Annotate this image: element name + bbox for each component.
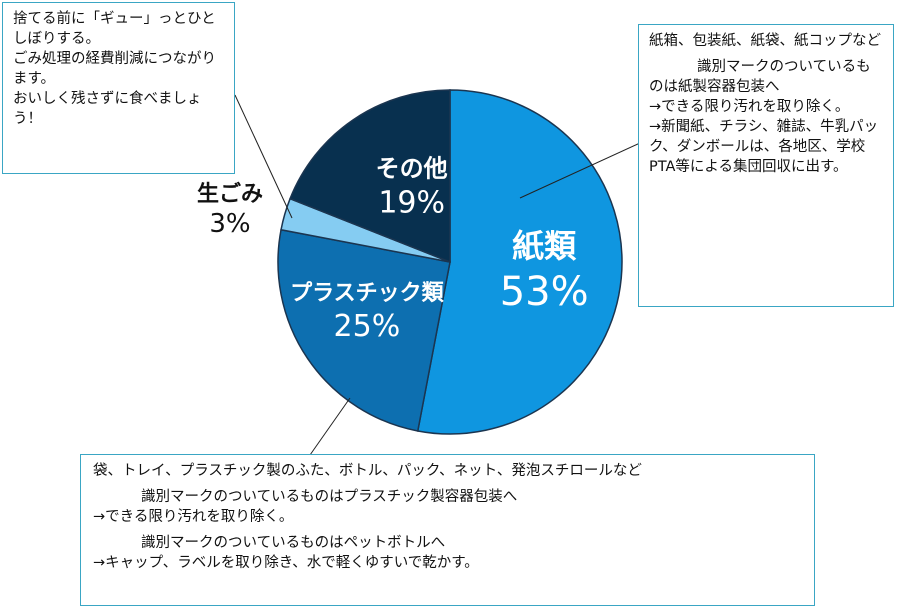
slice-name-label: 生ごみ	[197, 181, 263, 207]
pet-action-text: →キャップ、ラベルを取り除き、水で軽くゆすいで乾かす。	[93, 555, 479, 571]
slice-name-label: プラスチック類	[290, 281, 445, 306]
slice-name-label: 紙類	[512, 227, 577, 265]
pet-mark-text: 識別マークのついているものはペットボトルへ	[141, 535, 446, 551]
leader-line	[519, 142, 641, 199]
leader-line	[309, 397, 351, 456]
food-waste-note: 捨てる前に「ギュー」っとひとしぼりする。 ごみ処理の経費削減につながります。 お…	[2, 2, 235, 174]
food-waste-note-line-3: おいしく残さずに食べましょう！	[13, 91, 202, 127]
paper-mark-text: 識別マークのついているものは紙製容器包装へ	[649, 59, 871, 95]
slice-value-label: 19%	[378, 185, 445, 220]
paper-collect-text: →新聞紙、チラシ、雑誌、牛乳パック、ダンボールは、各地区、学校PTA等による集団…	[649, 119, 879, 175]
paper-clean-text: →できる限り汚れを取り除く。	[649, 99, 850, 115]
slice-value-label: 3%	[209, 209, 250, 239]
paper-items-text: 紙箱、包装紙、紙袋、紙コップなど	[649, 33, 881, 49]
food-waste-note-line-2: ごみ処理の経費削減につながります。	[13, 51, 216, 87]
food-waste-note-line-1: 捨てる前に「ギュー」っとひとしぼりする。	[13, 11, 216, 47]
plastic-items-text: 袋、トレイ、プラスチック製のふた、ボトル、パック、ネット、発泡スチロールなど	[93, 463, 642, 479]
plastic-mark-text: 識別マークのついているものはプラスチック製容器包装へ	[141, 489, 518, 505]
slice-value-label: 25%	[334, 309, 401, 344]
pie-slice	[289, 89, 451, 264]
plastic-note: 袋、トレイ、プラスチック製のふた、ボトル、パック、ネット、発泡スチロールなど 識…	[80, 454, 815, 606]
plastic-clean-text: →できる限り汚れを取り除く。	[93, 509, 294, 525]
leader-line	[234, 94, 293, 219]
pie-slice	[416, 89, 623, 435]
slice-value-label: 53%	[500, 269, 589, 315]
paper-note: 紙箱、包装紙、紙袋、紙コップなど 識別マークのついているものは紙製容器包装へ →…	[638, 24, 894, 307]
slice-name-label: その他	[376, 154, 448, 182]
pie-slice	[277, 228, 451, 432]
